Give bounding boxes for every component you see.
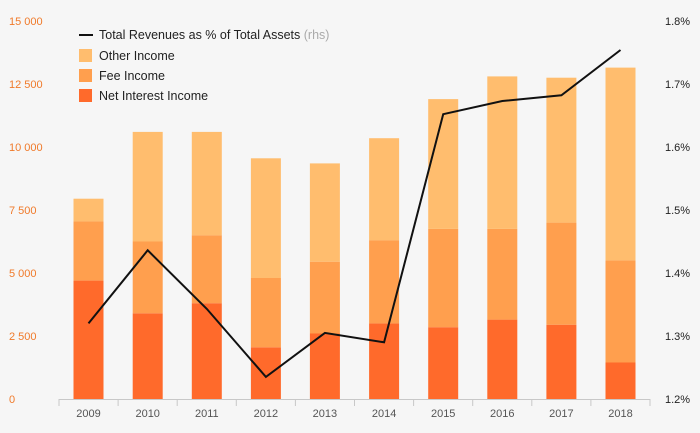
bar-fee-income-2010	[132, 241, 163, 314]
x-tick-label-2016: 2016	[490, 408, 514, 420]
legend-label-fee-income: Fee Income	[99, 69, 165, 83]
y-right-tick-label: 1.4%	[665, 268, 690, 280]
x-tick-label-2009: 2009	[76, 408, 100, 420]
y-right-tick-label: 1.5%	[665, 205, 690, 217]
legend: Total Revenues as % of Total Assets (rhs…	[79, 28, 329, 103]
y-right-tick-label: 1.3%	[665, 331, 690, 343]
bar-net-interest-income-2017	[546, 324, 577, 399]
bar-net-interest-income-2014	[369, 323, 400, 399]
y-axis-right: 1.2% 1.3% 1.4% 1.5% 1.6% 1.7% 1.8%	[665, 16, 690, 406]
bar-other-income-2017	[546, 77, 577, 223]
bar-other-income-2011	[191, 131, 222, 236]
bar-net-interest-income-2010	[132, 313, 163, 399]
bar-fee-income-2014	[369, 240, 400, 324]
bar-other-income-2009	[73, 198, 104, 222]
bar-fee-income-2012	[250, 278, 281, 348]
x-tick-label-2011: 2011	[195, 408, 219, 420]
y-left-tick-label: 7 500	[9, 205, 37, 217]
bar-other-income-2013	[309, 163, 340, 262]
y-left-tick-label: 10 000	[9, 142, 43, 154]
y-right-tick-label: 1.2%	[665, 394, 690, 406]
legend-line-note: (rhs)	[304, 28, 330, 42]
y-right-tick-label: 1.7%	[665, 79, 690, 91]
y-left-tick-label: 5 000	[9, 268, 37, 280]
bar-other-income-2010	[132, 131, 163, 242]
bar-net-interest-income-2015	[428, 327, 459, 399]
bar-fee-income-2018	[605, 260, 636, 363]
bar-net-interest-income-2009	[73, 280, 104, 399]
bar-net-interest-income-2018	[605, 362, 636, 399]
x-tick-label-2013: 2013	[313, 408, 337, 420]
legend-label-other-income: Other Income	[99, 49, 175, 63]
bar-net-interest-income-2016	[487, 319, 518, 399]
bar-net-interest-income-2011	[191, 303, 222, 399]
bar-other-income-2012	[250, 158, 281, 278]
x-tick-label-2018: 2018	[608, 408, 632, 420]
legend-swatch-other-income	[79, 49, 92, 62]
y-left-tick-label: 15 000	[9, 16, 43, 28]
bar-fee-income-2009	[73, 221, 104, 281]
bar-net-interest-income-2013	[309, 333, 340, 399]
legend-swatch-fee-income	[79, 69, 92, 82]
bar-fee-income-2011	[191, 235, 222, 304]
bars-layer	[73, 67, 636, 399]
x-tick-label-2010: 2010	[135, 408, 159, 420]
x-axis: 2009 2010 2011 2012 2013 2014 2015 2016 2017 2018	[58, 399, 651, 420]
x-tick-label-2014: 2014	[372, 408, 396, 420]
x-tick-label-2017: 2017	[549, 408, 573, 420]
line-layer	[87, 49, 622, 379]
legend-line-label: Total Revenues as % of Total Assets	[99, 28, 300, 42]
x-tick-label-2015: 2015	[431, 408, 455, 420]
legend-entry-line: Total Revenues as % of Total Assets (rhs…	[99, 28, 329, 42]
x-tick-label-2012: 2012	[254, 408, 278, 420]
bar-other-income-2018	[605, 67, 636, 261]
bar-fee-income-2015	[428, 228, 459, 328]
bar-fee-income-2017	[546, 222, 577, 325]
bar-other-income-2014	[369, 138, 400, 241]
bar-net-interest-income-2012	[250, 347, 281, 399]
y-left-tick-label: 12 500	[9, 79, 43, 91]
legend-label-net-interest-income: Net Interest Income	[99, 89, 208, 103]
bar-other-income-2015	[428, 99, 459, 229]
revenue-ratio-line	[87, 49, 622, 379]
y-right-tick-label: 1.8%	[665, 16, 690, 28]
y-right-tick-label: 1.6%	[665, 142, 690, 154]
y-axis-left: 0 2 500 5 000 7 500 10 000 12 500 15 000	[9, 16, 43, 406]
legend-swatch-net-interest-income	[79, 89, 92, 102]
bar-fee-income-2016	[487, 228, 518, 320]
y-left-tick-label: 0	[9, 394, 15, 406]
bar-fee-income-2013	[309, 261, 340, 334]
y-left-tick-label: 2 500	[9, 331, 37, 343]
